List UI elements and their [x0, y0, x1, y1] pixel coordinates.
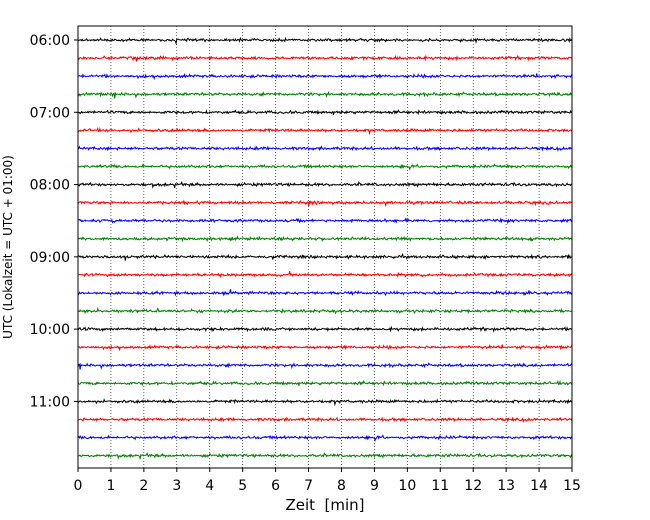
x-tick-label: 0 [74, 478, 83, 494]
trace-line [77, 398, 573, 407]
y-tick-label: 09:00 [30, 250, 70, 266]
x-tick-label: 13 [497, 478, 515, 494]
x-tick-label: 5 [238, 478, 247, 494]
trace-line [77, 163, 573, 171]
trace-line [77, 109, 573, 116]
trace-line [77, 54, 573, 62]
trace-line [77, 73, 573, 81]
trace-line [77, 434, 573, 442]
trace-line [77, 289, 573, 297]
trace-line [77, 91, 573, 99]
y-tick-label: 11:00 [30, 394, 70, 410]
x-tick-label: 9 [370, 478, 379, 494]
trace-line [77, 416, 573, 423]
trace-line [77, 235, 573, 243]
trace-line [77, 325, 573, 333]
x-tick-label: 15 [563, 478, 581, 494]
y-tick-label: 06:00 [30, 33, 70, 49]
trace-line [77, 344, 573, 352]
x-tick-label: 4 [205, 478, 214, 494]
seismic-traces [77, 36, 573, 461]
trace-line [77, 379, 573, 387]
y-tick-label: 08:00 [30, 178, 70, 194]
trace-line [77, 362, 573, 370]
trace-line [77, 306, 573, 315]
plot-frame [77, 25, 573, 469]
x-tick-label: 8 [337, 478, 346, 494]
trace-line [77, 145, 573, 152]
x-tick-label: 14 [530, 478, 548, 494]
y-tick-label: 07:00 [30, 105, 70, 121]
y-axis-label: UTC (Lokalzeit = UTC + 01:00) [1, 155, 15, 339]
trace-line [77, 36, 573, 46]
x-axis-ticks: 0 1 2 3 4 5 6 7 8 9 10 11 12 13 14 15 [74, 468, 581, 494]
x-tick-label: 6 [271, 478, 280, 494]
trace-line [77, 252, 573, 261]
trace-line [77, 271, 573, 279]
y-axis-ticks: 06:00 07:00 08:00 09:00 10:00 11:00 [30, 33, 78, 410]
x-tick-label: 2 [139, 478, 148, 494]
trace-line [77, 126, 573, 136]
x-tick-label: 11 [431, 478, 449, 494]
trace-line [77, 180, 573, 189]
x-axis-label: Zeit [min] [285, 496, 364, 514]
x-tick-label: 7 [304, 478, 313, 494]
trace-line [77, 451, 573, 461]
x-tick-label: 1 [106, 478, 115, 494]
y-tick-label: 10:00 [30, 322, 70, 338]
x-tick-label: 12 [464, 478, 482, 494]
trace-line [77, 217, 573, 225]
x-tick-label: 10 [398, 478, 416, 494]
trace-line [77, 199, 573, 208]
x-tick-label: 3 [172, 478, 181, 494]
